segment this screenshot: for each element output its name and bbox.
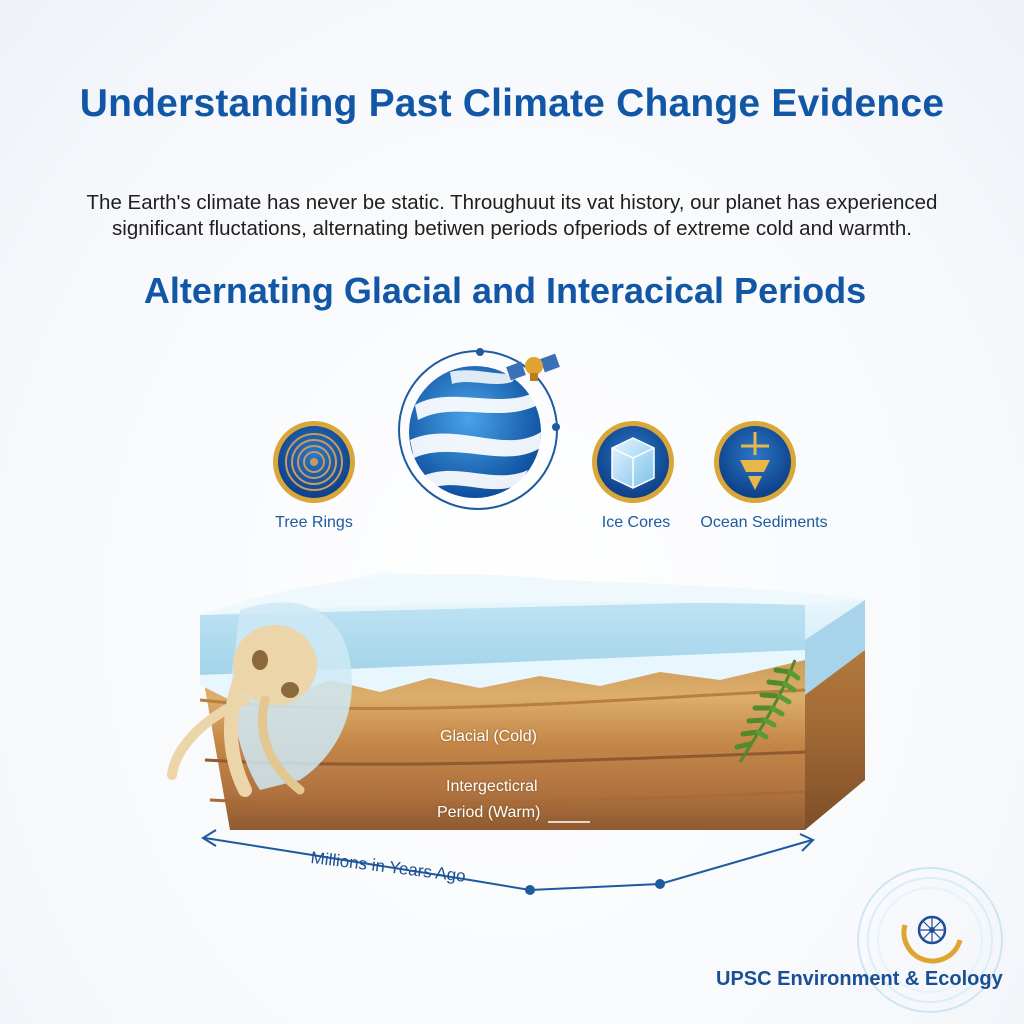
ashoka-chakra-icon (857, 867, 1003, 1013)
ice-cores-label: Ice Cores (601, 514, 671, 531)
timeline-axis (201, 829, 815, 895)
interglacial-label-line-2: Period (Warm) (437, 804, 541, 821)
tree-rings-icon (273, 421, 355, 503)
brand-name: UPSC Environment & Ecology (716, 968, 1003, 990)
ocean-sediments-label: Ocean Sediments (700, 514, 828, 531)
ice-cube-icon (592, 421, 674, 503)
intro-line-2: significant fluctations, alternating bet… (112, 217, 912, 240)
globe-satellite-icon (398, 348, 560, 510)
fern-icon (734, 659, 801, 763)
section-subtitle: Alternating Glacial and Interacical Peri… (143, 270, 867, 311)
drill-core-icon (714, 421, 796, 503)
interglacial-label-line-1: Intergecticral (446, 778, 538, 795)
intro-line-1: The Earth's climate has never be static.… (86, 191, 938, 214)
intro-paragraph: The Earth's climate has never be static.… (40, 190, 984, 242)
mammoth-fossil-icon (167, 602, 352, 797)
tree-rings-label: Tree Rings (275, 514, 353, 531)
page-title: Understanding Past Climate Change Eviden… (79, 82, 945, 125)
glacial-layer-label: Glacial (Cold) (440, 728, 537, 745)
